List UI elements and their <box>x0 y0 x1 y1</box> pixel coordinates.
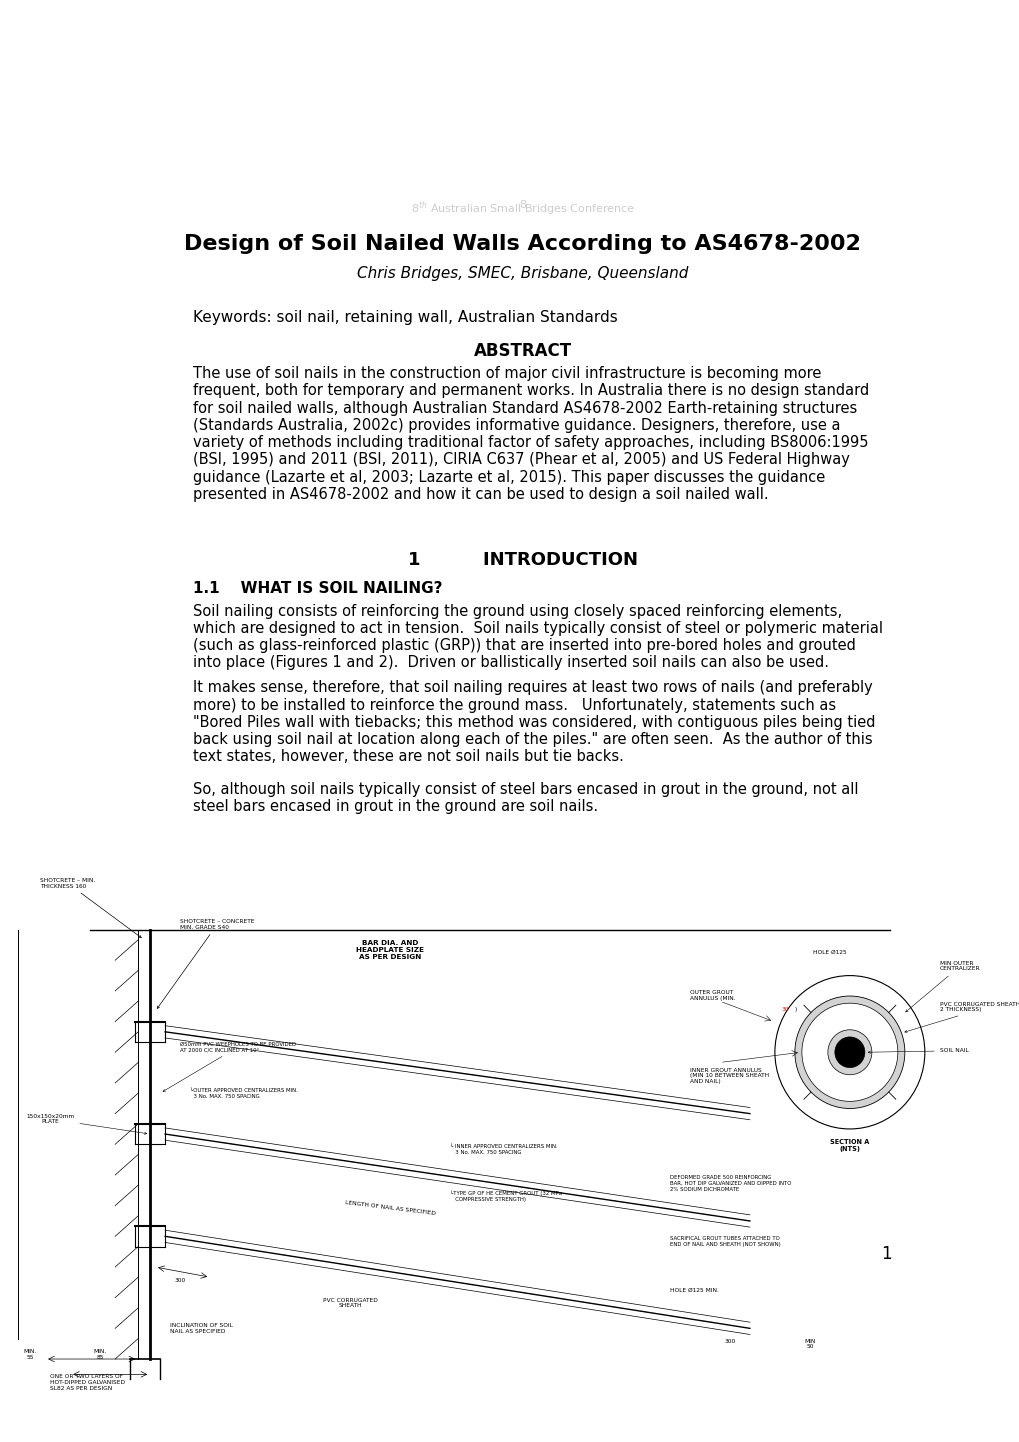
Text: 1.1    WHAT IS SOIL NAILING?: 1.1 WHAT IS SOIL NAILING? <box>194 581 442 596</box>
Text: 8$^{th}$ Australian Small Bridges Conference: 8$^{th}$ Australian Small Bridges Confer… <box>411 199 634 218</box>
Text: It makes sense, therefore, that soil nailing requires at least two rows of nails: It makes sense, therefore, that soil nai… <box>194 681 872 695</box>
Text: variety of methods including traditional factor of safety approaches, including : variety of methods including traditional… <box>194 435 868 450</box>
Circle shape <box>801 1004 897 1102</box>
Text: MIN
50: MIN 50 <box>803 1338 815 1350</box>
Text: SHOTCRETE – MIN.
THICKNESS 160: SHOTCRETE – MIN. THICKNESS 160 <box>40 878 142 937</box>
Text: guidance (Lazarte et al, 2003; Lazarte et al, 2015). This paper discusses the gu: guidance (Lazarte et al, 2003; Lazarte e… <box>194 470 824 485</box>
Text: HOLE Ø125: HOLE Ø125 <box>812 950 846 955</box>
Text: ): ) <box>794 1008 797 1012</box>
Circle shape <box>794 996 904 1109</box>
Text: 30: 30 <box>782 1008 789 1012</box>
Text: ONE OR TWO LAYERS OF
HOT-DIPPED GALVANISED
SL82 AS PER DESIGN: ONE OR TWO LAYERS OF HOT-DIPPED GALVANIS… <box>50 1374 125 1392</box>
Text: Soil nailing consists of reinforcing the ground using closely spaced reinforcing: Soil nailing consists of reinforcing the… <box>194 604 842 619</box>
Text: PVC CORRUGATED SHEATH (MIN
2 THICKNESS): PVC CORRUGATED SHEATH (MIN 2 THICKNESS) <box>904 1002 1019 1032</box>
Text: back using soil nail at location along each of the piles." are often seen.  As t: back using soil nail at location along e… <box>194 733 872 747</box>
Text: Ø50mm PVC WEEPHOLES TO BE PROVIDED
AT 2000 C/C INCLINED AT 10°: Ø50mm PVC WEEPHOLES TO BE PROVIDED AT 20… <box>163 1041 296 1092</box>
Text: (BSI, 1995) and 2011 (BSI, 2011), CIRIA C637 (Phear et al, 2005) and US Federal : (BSI, 1995) and 2011 (BSI, 2011), CIRIA … <box>194 453 850 467</box>
Text: MIN.
55: MIN. 55 <box>23 1348 37 1360</box>
Text: Design of Soil Nailed Walls According to AS4678-2002: Design of Soil Nailed Walls According to… <box>184 234 860 254</box>
Text: 8: 8 <box>519 199 526 209</box>
Text: ABSTRACT: ABSTRACT <box>473 342 572 360</box>
Text: 1: 1 <box>880 1246 891 1263</box>
Text: 300: 300 <box>723 1338 735 1344</box>
Text: (Standards Australia, 2002c) provides informative guidance. Designers, therefore: (Standards Australia, 2002c) provides in… <box>194 418 840 433</box>
Text: └ INNER APPROVED CENTRALIZERS MIN.
   3 No. MAX. 750 SPACING: └ INNER APPROVED CENTRALIZERS MIN. 3 No.… <box>449 1145 557 1155</box>
Text: PVC CORRUGATED
SHEATH: PVC CORRUGATED SHEATH <box>322 1298 377 1308</box>
Text: HOLE Ø125 MIN.: HOLE Ø125 MIN. <box>669 1288 718 1292</box>
Text: into place (Figures 1 and 2).  Driven or ballistically inserted soil nails can a: into place (Figures 1 and 2). Driven or … <box>194 656 828 671</box>
Text: DEFORMED GRADE 500 REINFORCING
BAR, HOT DIP GALVANIZED AND DIPPED INTO
2% SODIUM: DEFORMED GRADE 500 REINFORCING BAR, HOT … <box>669 1175 791 1191</box>
Text: text states, however, these are not soil nails but tie backs.: text states, however, these are not soil… <box>194 750 624 764</box>
Text: "Bored Piles wall with tiebacks; this method was considered, with contiguous pil: "Bored Piles wall with tiebacks; this me… <box>194 715 875 730</box>
Text: 1          INTRODUCTION: 1 INTRODUCTION <box>408 551 637 568</box>
Text: (such as glass-reinforced plastic (GRP)) that are inserted into pre-bored holes : (such as glass-reinforced plastic (GRP))… <box>194 639 855 653</box>
Text: steel bars encased in grout in the ground are soil nails.: steel bars encased in grout in the groun… <box>194 799 598 813</box>
Text: LENGTH OF NAIL AS SPECIFIED: LENGTH OF NAIL AS SPECIFIED <box>344 1200 435 1216</box>
Text: frequent, both for temporary and permanent works. In Australia there is no desig: frequent, both for temporary and permane… <box>194 384 869 398</box>
Text: So, although soil nails typically consist of steel bars encased in grout in the : So, although soil nails typically consis… <box>194 782 858 796</box>
Text: OUTER GROUT
ANNULUS (MIN.: OUTER GROUT ANNULUS (MIN. <box>689 991 735 1001</box>
Text: 300: 300 <box>174 1278 185 1283</box>
Text: for soil nailed walls, although Australian Standard AS4678-2002 Earth-retaining : for soil nailed walls, although Australi… <box>194 401 857 415</box>
Text: The use of soil nails in the construction of major civil infrastructure is becom: The use of soil nails in the constructio… <box>194 366 821 381</box>
Text: Chris Bridges, SMEC, Brisbane, Queensland: Chris Bridges, SMEC, Brisbane, Queenslan… <box>357 267 688 281</box>
Text: SOIL NAIL: SOIL NAIL <box>867 1048 968 1053</box>
Text: SECTION A
(NTS): SECTION A (NTS) <box>829 1139 868 1152</box>
Text: MIN.
85: MIN. 85 <box>94 1348 107 1360</box>
Text: SACRIFICAL GROUT TUBES ATTACHED TO
END OF NAIL AND SHEATH (NOT SHOWN): SACRIFICAL GROUT TUBES ATTACHED TO END O… <box>669 1236 780 1247</box>
Text: MIN OUTER
CENTRALIZER: MIN OUTER CENTRALIZER <box>905 960 979 1012</box>
Text: INNER GROUT ANNULUS
(MIN 10 BETWEEN SHEATH
AND NAIL): INNER GROUT ANNULUS (MIN 10 BETWEEN SHEA… <box>689 1067 768 1084</box>
Text: presented in AS4678-2002 and how it can be used to design a soil nailed wall.: presented in AS4678-2002 and how it can … <box>194 487 768 502</box>
Text: └TYPE GP OF HE CEMENT GROUT (32 MPa
   COMPRESSIVE STRENGTH): └TYPE GP OF HE CEMENT GROUT (32 MPa COMP… <box>449 1190 561 1201</box>
Text: which are designed to act in tension.  Soil nails typically consist of steel or : which are designed to act in tension. So… <box>194 622 882 636</box>
Text: INCLINATION OF SOIL
NAIL AS SPECIFIED: INCLINATION OF SOIL NAIL AS SPECIFIED <box>170 1324 232 1334</box>
Circle shape <box>835 1037 864 1067</box>
Text: more) to be installed to reinforce the ground mass.   Unfortunately, statements : more) to be installed to reinforce the g… <box>194 698 836 712</box>
Text: 150x150x20mm
PLATE: 150x150x20mm PLATE <box>26 1113 147 1135</box>
Text: SHOTCRETE – CONCRETE
MIN. GRADE S40: SHOTCRETE – CONCRETE MIN. GRADE S40 <box>157 919 255 1008</box>
Text: Keywords: soil nail, retaining wall, Australian Standards: Keywords: soil nail, retaining wall, Aus… <box>194 310 618 324</box>
Circle shape <box>827 1030 871 1074</box>
Text: └OUTER APPROVED CENTRALIZERS MIN.
  3 No. MAX. 750 SPACING: └OUTER APPROVED CENTRALIZERS MIN. 3 No. … <box>190 1089 298 1099</box>
Text: BAR DIA. AND
HEADPLATE SIZE
AS PER DESIGN: BAR DIA. AND HEADPLATE SIZE AS PER DESIG… <box>356 940 424 960</box>
